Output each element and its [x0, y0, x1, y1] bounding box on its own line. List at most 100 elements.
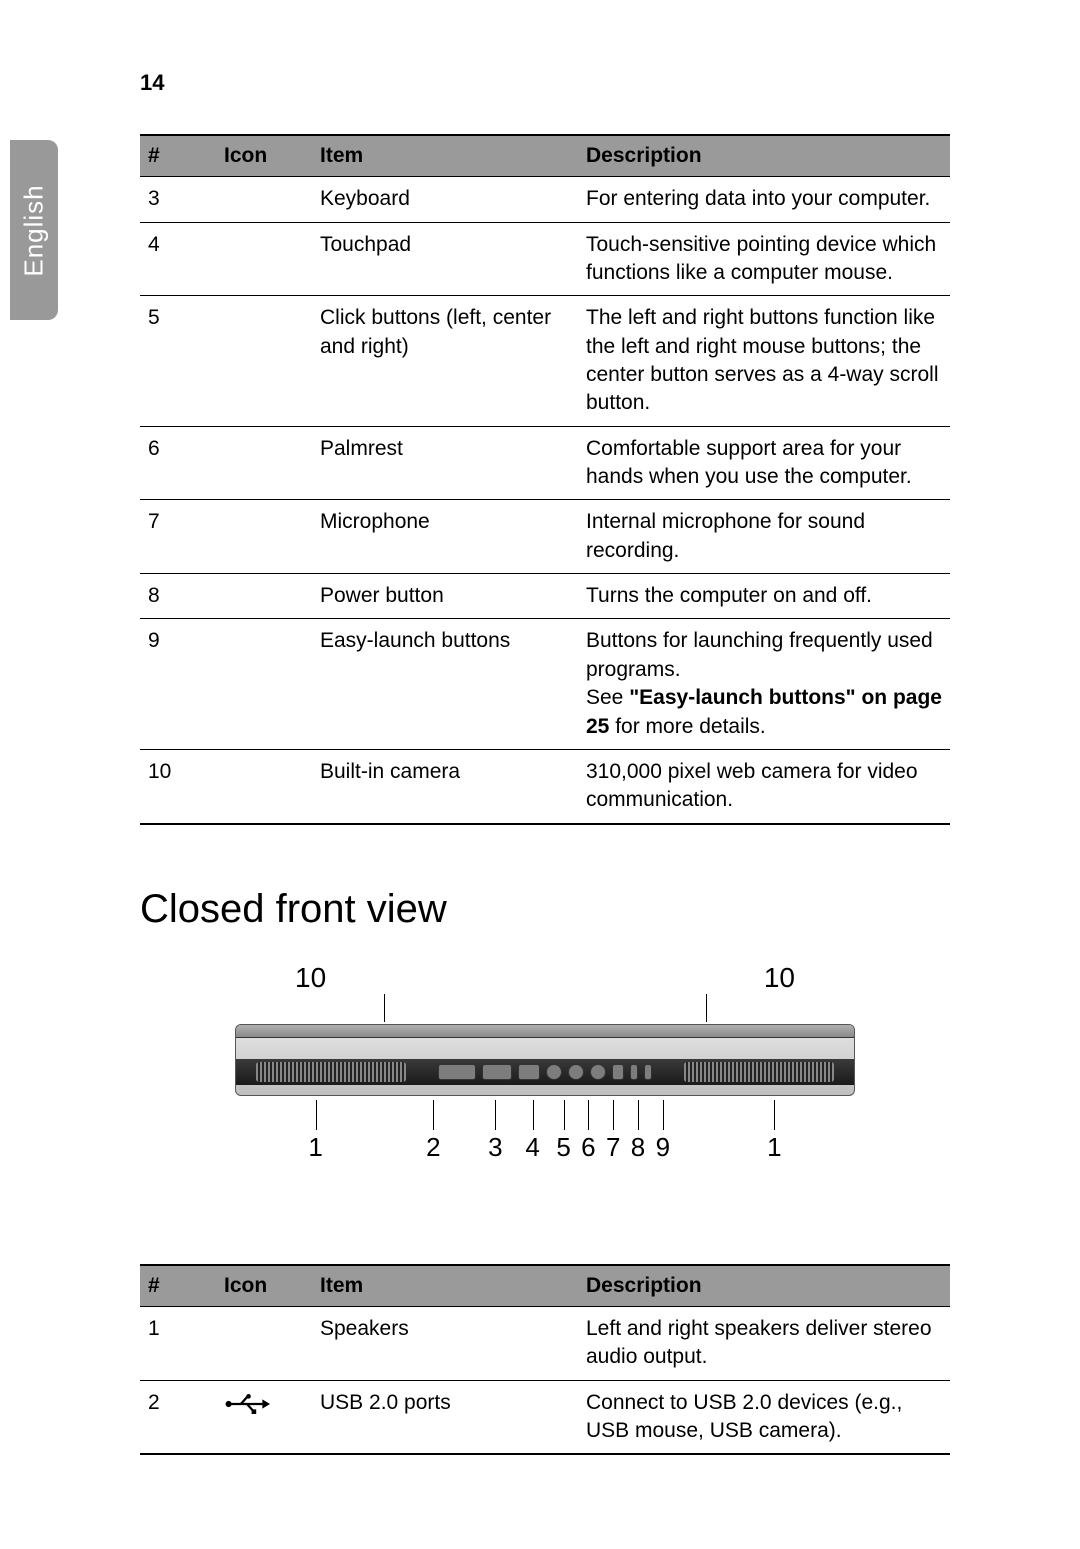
manual-page: 14 English # Icon Item Description 3Keyb… [0, 0, 1080, 1549]
figure-bottom-label: 6 [581, 1132, 595, 1163]
table-row: 9 Easy-launch buttonsButtons for launchin… [140, 619, 950, 749]
callout-tick [433, 1100, 434, 1130]
row-description: Internal microphone for sound recording. [578, 500, 950, 574]
col-header-icon: Icon [216, 135, 312, 177]
row-icon [216, 177, 312, 222]
figure-bottom-label: 5 [556, 1132, 570, 1163]
row-description: Turns the computer on and off. [578, 574, 950, 619]
figure-bottom-label: 4 [525, 1132, 539, 1163]
table-row: 8Power buttonTurns the computer on and o… [140, 574, 950, 619]
figure-top-ticks [235, 994, 855, 1024]
row-icon [216, 1306, 312, 1380]
speaker-grill-left-icon [256, 1062, 406, 1082]
callout-tick [495, 1100, 496, 1130]
row-num: 2 [140, 1380, 216, 1454]
row-item: Microphone [312, 500, 578, 574]
row-item: Touchpad [312, 222, 578, 296]
table-row: 10 Built-in camera310,000 pixel web camer… [140, 749, 950, 823]
row-num: 5 [140, 296, 216, 426]
figure-bottom-label: 2 [426, 1132, 440, 1163]
col-header-desc: Description [578, 1265, 950, 1307]
callout-tick [384, 994, 385, 1022]
row-description: Connect to USB 2.0 devices (e.g., USB mo… [578, 1380, 950, 1454]
row-description: Left and right speakers deliver stereo a… [578, 1306, 950, 1380]
row-icon [216, 222, 312, 296]
closed-front-view-figure: 10 10 1 2 3456789 1 [235, 962, 855, 1164]
figure-bottom-labels: 1 2 3456789 1 [235, 1130, 855, 1164]
figure-bottom-label: 9 [656, 1132, 670, 1163]
page-number: 14 [140, 70, 950, 96]
figure-bottom-label: 1 [308, 1132, 322, 1163]
col-header-item: Item [312, 1265, 578, 1307]
row-num: 10 [140, 749, 216, 823]
section-heading: Closed front view [140, 887, 950, 932]
row-item: Speakers [312, 1306, 578, 1380]
row-num: 7 [140, 500, 216, 574]
figure-bottom-label: 1 [767, 1132, 781, 1163]
usb-icon [224, 1392, 270, 1416]
language-tab-label: English [19, 184, 50, 276]
table-header-row: # Icon Item Description [140, 1265, 950, 1307]
figure-bottom-ticks [235, 1096, 855, 1130]
figure-top-label: 10 [295, 962, 326, 994]
row-description: Buttons for launching frequently used pr… [578, 619, 950, 749]
table-row: 3 KeyboardFor entering data into your com… [140, 177, 950, 222]
speaker-grill-right-icon [684, 1062, 834, 1082]
row-num: 3 [140, 177, 216, 222]
figure-bottom-label: 8 [631, 1132, 645, 1163]
callout-tick [706, 994, 707, 1022]
row-num: 1 [140, 1306, 216, 1380]
table-row: 6PalmrestComfortable support area for yo… [140, 426, 950, 500]
language-tab: English [10, 140, 58, 320]
row-num: 8 [140, 574, 216, 619]
col-header-num: # [140, 135, 216, 177]
row-description: Touch-sensitive pointing device which fu… [578, 222, 950, 296]
callout-tick [564, 1100, 565, 1130]
figure-bottom-label: 7 [606, 1132, 620, 1163]
table-row: 7 MicrophoneInternal microphone for sound… [140, 500, 950, 574]
row-icon [216, 426, 312, 500]
callout-tick [316, 1100, 317, 1130]
figure-top-labels: 10 10 [235, 962, 855, 994]
row-description: The left and right buttons function like… [578, 296, 950, 426]
row-icon [216, 619, 312, 749]
callout-tick [613, 1100, 614, 1130]
row-item: Easy-launch buttons [312, 619, 578, 749]
row-icon [216, 1380, 312, 1454]
laptop-lid [236, 1025, 854, 1038]
row-num: 9 [140, 619, 216, 749]
row-item: Built-in camera [312, 749, 578, 823]
figure-top-label: 10 [764, 962, 795, 994]
laptop-illustration [235, 1024, 855, 1096]
callout-tick [533, 1100, 534, 1130]
col-header-icon: Icon [216, 1265, 312, 1307]
row-num: 4 [140, 222, 216, 296]
row-num: 6 [140, 426, 216, 500]
col-header-item: Item [312, 135, 578, 177]
callout-tick [774, 1100, 775, 1130]
components-table-1: # Icon Item Description 3 KeyboardFor ent… [140, 134, 950, 825]
callout-tick [663, 1100, 664, 1130]
col-header-desc: Description [578, 135, 950, 177]
table-row: 4 TouchpadTouch-sensitive pointing device… [140, 222, 950, 296]
table-row: 5 Click buttons (left, center and right)T… [140, 296, 950, 426]
row-icon [216, 296, 312, 426]
figure-bottom-label: 3 [488, 1132, 502, 1163]
callout-tick [588, 1100, 589, 1130]
table-row: 2 USB 2.0 portsConnect to USB 2.0 devices… [140, 1380, 950, 1454]
row-item: USB 2.0 ports [312, 1380, 578, 1454]
table-row: 1 SpeakersLeft and right speakers deliver… [140, 1306, 950, 1380]
components-table-2: # Icon Item Description 1 SpeakersLeft an… [140, 1264, 950, 1456]
row-description: For entering data into your computer. [578, 177, 950, 222]
row-description: 310,000 pixel web camera for video commu… [578, 749, 950, 823]
row-icon [216, 574, 312, 619]
table-header-row: # Icon Item Description [140, 135, 950, 177]
row-item: Keyboard [312, 177, 578, 222]
front-port-cluster [436, 1062, 654, 1082]
row-icon [216, 500, 312, 574]
row-item: Click buttons (left, center and right) [312, 296, 578, 426]
row-icon [216, 749, 312, 823]
cross-reference: "Easy-launch buttons" on page 25 [586, 686, 942, 737]
col-header-num: # [140, 1265, 216, 1307]
row-description: Comfortable support area for your hands … [578, 426, 950, 500]
